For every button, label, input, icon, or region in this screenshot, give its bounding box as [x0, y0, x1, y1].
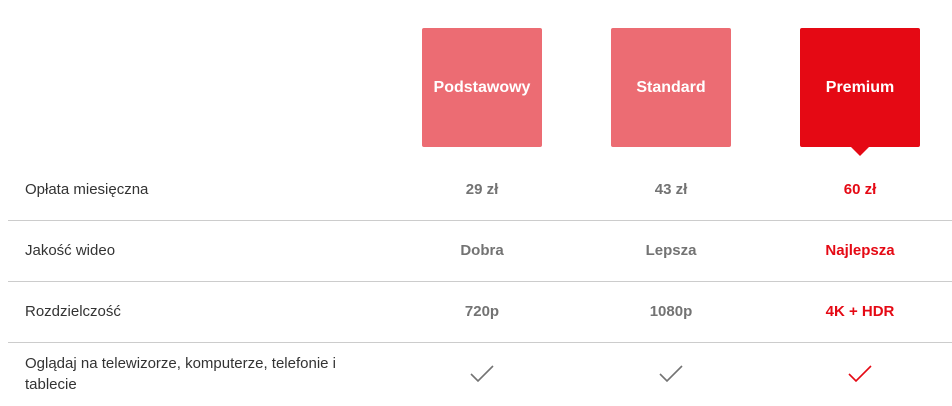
value: 60 zł — [843, 181, 877, 198]
value: Najlepsza — [825, 242, 895, 259]
check-icon — [800, 343, 920, 405]
row-resolution: Rozdzielczość 720p 1080p 4K + HDR — [8, 281, 952, 343]
row-label: Rozdzielczość — [25, 303, 121, 320]
value: 4K + HDR — [825, 303, 895, 320]
plan-label: Standard — [636, 78, 706, 96]
value: 29 zł — [465, 181, 499, 198]
row-devices: Oglądaj na telewizorze, komputerze, tele… — [8, 343, 952, 405]
plan-label: Podstawowy — [433, 78, 531, 96]
plan-podstawowy[interactable]: Podstawowy — [422, 28, 542, 147]
check-icon — [422, 343, 542, 405]
plan-label: Premium — [825, 78, 895, 96]
row-label: Opłata miesięczna — [25, 181, 149, 198]
value: Dobra — [460, 242, 504, 259]
check-icon — [611, 343, 731, 405]
plan-standard[interactable]: Standard — [611, 28, 731, 147]
row-monthly-price: Opłata miesięczna 29 zł 43 zł 60 zł — [8, 159, 952, 221]
value: Lepsza — [645, 242, 697, 259]
row-video-quality: Jakość wideo Dobra Lepsza Najlepsza — [8, 220, 952, 282]
row-label: Jakość wideo — [25, 242, 116, 259]
value: 43 zł — [654, 181, 688, 198]
plan-premium[interactable]: Premium — [800, 28, 920, 156]
value: 720p — [464, 303, 500, 320]
value: 1080p — [649, 303, 693, 320]
row-label: Oglądaj na telewizorze, komputerze, tele… — [25, 355, 337, 393]
